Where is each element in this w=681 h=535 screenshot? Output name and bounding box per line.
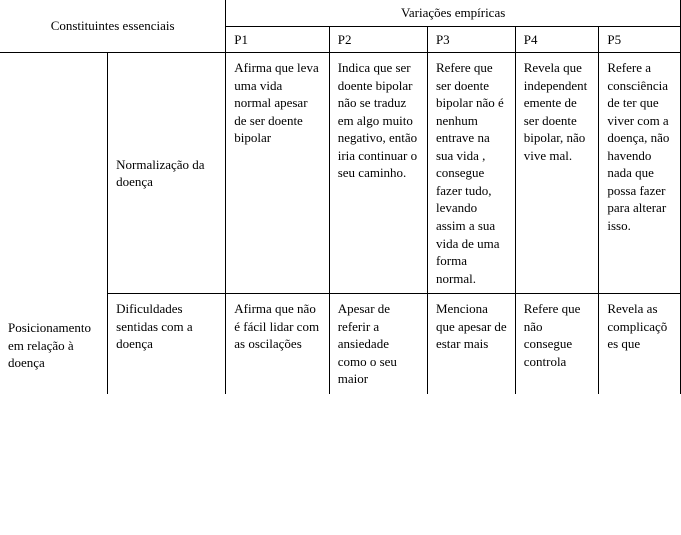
header-row-1: Constituintes essenciais Variações empír… [0, 0, 681, 26]
rowgroup-posicionamento: Posicionamento em relação à doença [0, 53, 108, 394]
header-variacoes: Variações empíricas [226, 0, 681, 26]
cell-r2-p5: Revela as complicações que [599, 294, 681, 394]
cell-r2-p2: Apesar de referir a ansiedade como o seu… [329, 294, 427, 394]
constituintes-table: Constituintes essenciais Variações empír… [0, 0, 681, 394]
cell-r1-p5: Refere a consciência de ter que viver co… [599, 53, 681, 294]
cell-r1-p1: Afirma que leva uma vida normal apesar d… [226, 53, 329, 294]
col-p4: P4 [515, 26, 599, 53]
row-normalizacao: Posicionamento em relação à doença Norma… [0, 53, 681, 294]
cell-r2-p4: Refere que não consegue controla [515, 294, 599, 394]
col-p2: P2 [329, 26, 427, 53]
page: Constituintes essenciais Variações empír… [0, 0, 681, 535]
cell-r1-p2: Indica que ser doente bipolar não se tra… [329, 53, 427, 294]
sub-dificuldades: Dificuldades sentidas com a doença [108, 294, 226, 394]
cell-r1-p4: Revela que independentemente de ser doen… [515, 53, 599, 294]
col-p5: P5 [599, 26, 681, 53]
sub-normalizacao: Normalização da doença [108, 53, 226, 294]
col-p1: P1 [226, 26, 329, 53]
header-constituintes: Constituintes essenciais [0, 0, 226, 53]
cell-r1-p3: Refere que ser doente bipolar não é nenh… [427, 53, 515, 294]
cell-r2-p3: Menciona que apesar de estar mais [427, 294, 515, 394]
cell-r2-p1: Afirma que não é fácil lidar com as osci… [226, 294, 329, 394]
col-p3: P3 [427, 26, 515, 53]
